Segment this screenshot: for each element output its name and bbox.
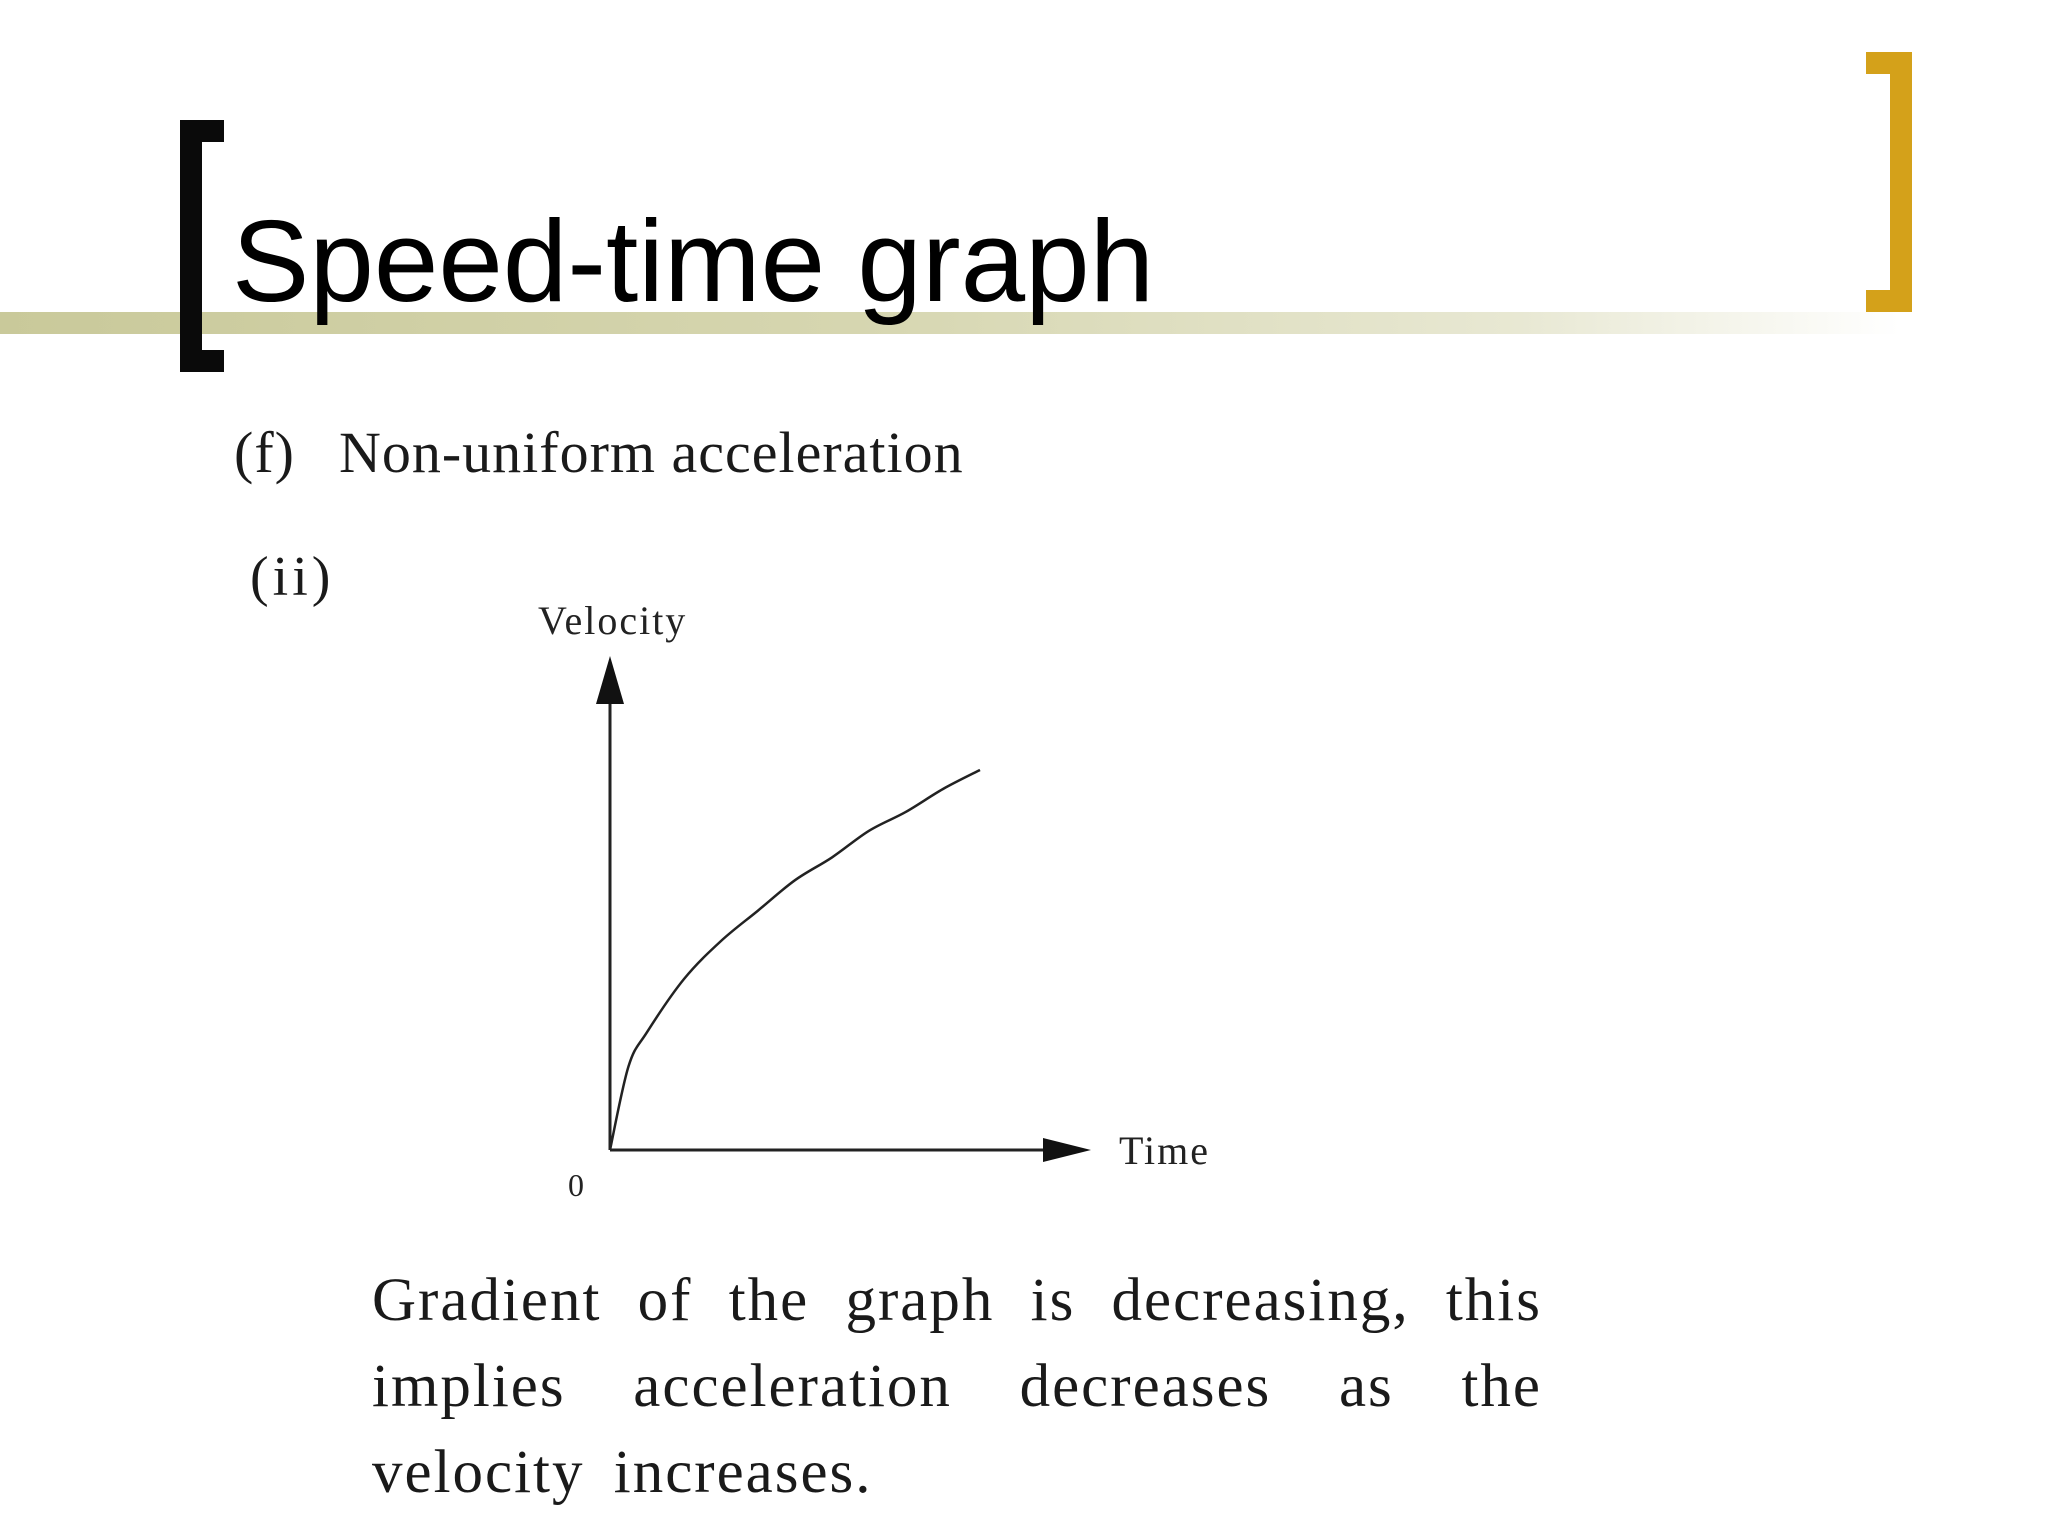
subsection-label: (ii)	[250, 546, 335, 608]
slide-title: Speed-time graph	[232, 196, 1155, 326]
velocity-curve	[608, 768, 981, 1151]
explanation-caption: Gradient of the graph is decreasing, thi…	[372, 1267, 1542, 1506]
section-heading-text: Non-uniform acceleration	[338, 420, 964, 485]
section-label: (f)	[234, 420, 295, 485]
velocity-time-graph: Velocity Time 0	[538, 598, 1210, 1200]
y-axis-arrowhead	[596, 656, 624, 704]
section-heading: (f) Non-uniform acceleration	[234, 418, 964, 488]
x-axis-label: Time	[1119, 1128, 1210, 1173]
origin-label: 0	[568, 1167, 584, 1200]
right-bracket-decoration	[1866, 52, 1912, 312]
y-axis-label: Velocity	[538, 598, 687, 643]
left-bracket-decoration	[180, 120, 224, 372]
title-underline-rule	[0, 312, 1900, 334]
x-axis-arrowhead	[1043, 1138, 1091, 1162]
